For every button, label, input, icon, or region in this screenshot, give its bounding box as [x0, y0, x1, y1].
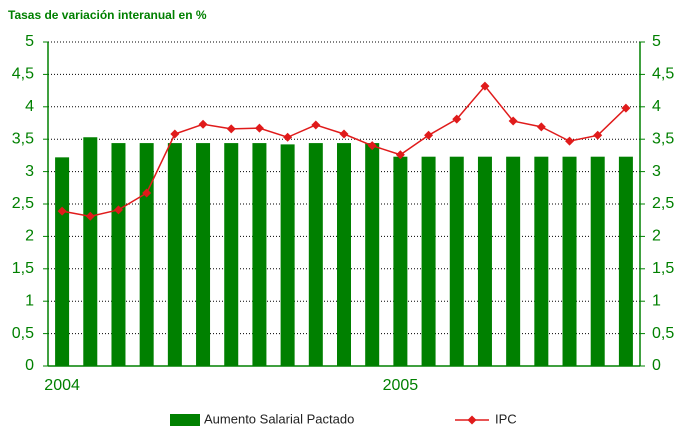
line-marker — [508, 116, 518, 126]
chart-title: Tasas de variación interanual en % — [8, 8, 207, 22]
y-tick-label: 5 — [25, 33, 34, 50]
line-marker — [424, 130, 434, 140]
line-marker — [536, 122, 546, 132]
y-tick-label: 1,5 — [12, 260, 34, 277]
line-marker — [395, 150, 405, 160]
line-marker — [311, 120, 321, 130]
bar — [393, 156, 408, 366]
bar — [196, 143, 211, 366]
bar — [337, 143, 351, 366]
line-marker — [593, 130, 603, 140]
legend-label: IPC — [495, 411, 517, 426]
bar — [421, 156, 436, 366]
y-tick-label: 4 — [25, 98, 34, 115]
line-marker — [339, 129, 349, 139]
line-marker — [283, 132, 293, 142]
legend-marker — [467, 415, 477, 425]
y-tick-label: 3 — [25, 163, 34, 180]
line-marker — [170, 129, 180, 139]
y2-tick-label: 0 — [652, 357, 661, 374]
y2-tick-label: 2,5 — [652, 195, 674, 212]
y-tick-label: 1 — [25, 292, 34, 309]
bar — [55, 157, 70, 366]
line-marker — [565, 136, 575, 146]
y2-tick-label: 0,5 — [652, 325, 674, 342]
line-marker — [480, 81, 490, 91]
line-marker — [113, 205, 123, 215]
bar — [365, 143, 380, 366]
line-marker — [367, 141, 377, 151]
bar — [449, 156, 464, 366]
bar — [534, 156, 549, 366]
x-tick-label: 2004 — [44, 377, 80, 394]
bar — [562, 156, 577, 366]
line-marker — [452, 114, 462, 124]
y-tick-label: 2,5 — [12, 195, 34, 212]
line-marker — [621, 103, 631, 113]
bar — [618, 156, 633, 366]
legend-label: Aumento Salarial Pactado — [204, 411, 354, 426]
y2-tick-label: 5 — [652, 33, 661, 50]
y2-tick-label: 3 — [652, 163, 661, 180]
line-marker — [198, 119, 208, 129]
y2-tick-label: 1,5 — [652, 260, 674, 277]
y2-tick-label: 2 — [652, 228, 661, 245]
bar — [167, 143, 182, 366]
legend-swatch — [170, 414, 200, 426]
bar — [139, 143, 154, 366]
y-tick-label: 0,5 — [12, 325, 34, 342]
bar — [280, 144, 295, 366]
line-marker — [254, 123, 264, 133]
y-tick-label: 3,5 — [12, 130, 34, 147]
y2-tick-label: 4 — [652, 98, 661, 115]
bar — [83, 137, 98, 366]
line-marker — [226, 124, 236, 134]
line-marker — [85, 211, 95, 221]
bar — [252, 143, 267, 366]
y2-tick-label: 4,5 — [652, 66, 674, 83]
line-marker — [142, 188, 152, 198]
y-tick-label: 0 — [25, 357, 34, 374]
y-tick-label: 2 — [25, 228, 34, 245]
x-tick-label: 2005 — [383, 377, 419, 394]
y2-tick-label: 1 — [652, 292, 661, 309]
y2-tick-label: 3,5 — [652, 130, 674, 147]
y-tick-label: 4,5 — [12, 66, 34, 83]
bar — [506, 156, 521, 366]
bar — [111, 143, 126, 366]
bar — [477, 156, 492, 366]
bar — [308, 143, 323, 366]
bar — [590, 156, 605, 366]
line-marker — [57, 206, 67, 216]
bar — [224, 143, 239, 366]
